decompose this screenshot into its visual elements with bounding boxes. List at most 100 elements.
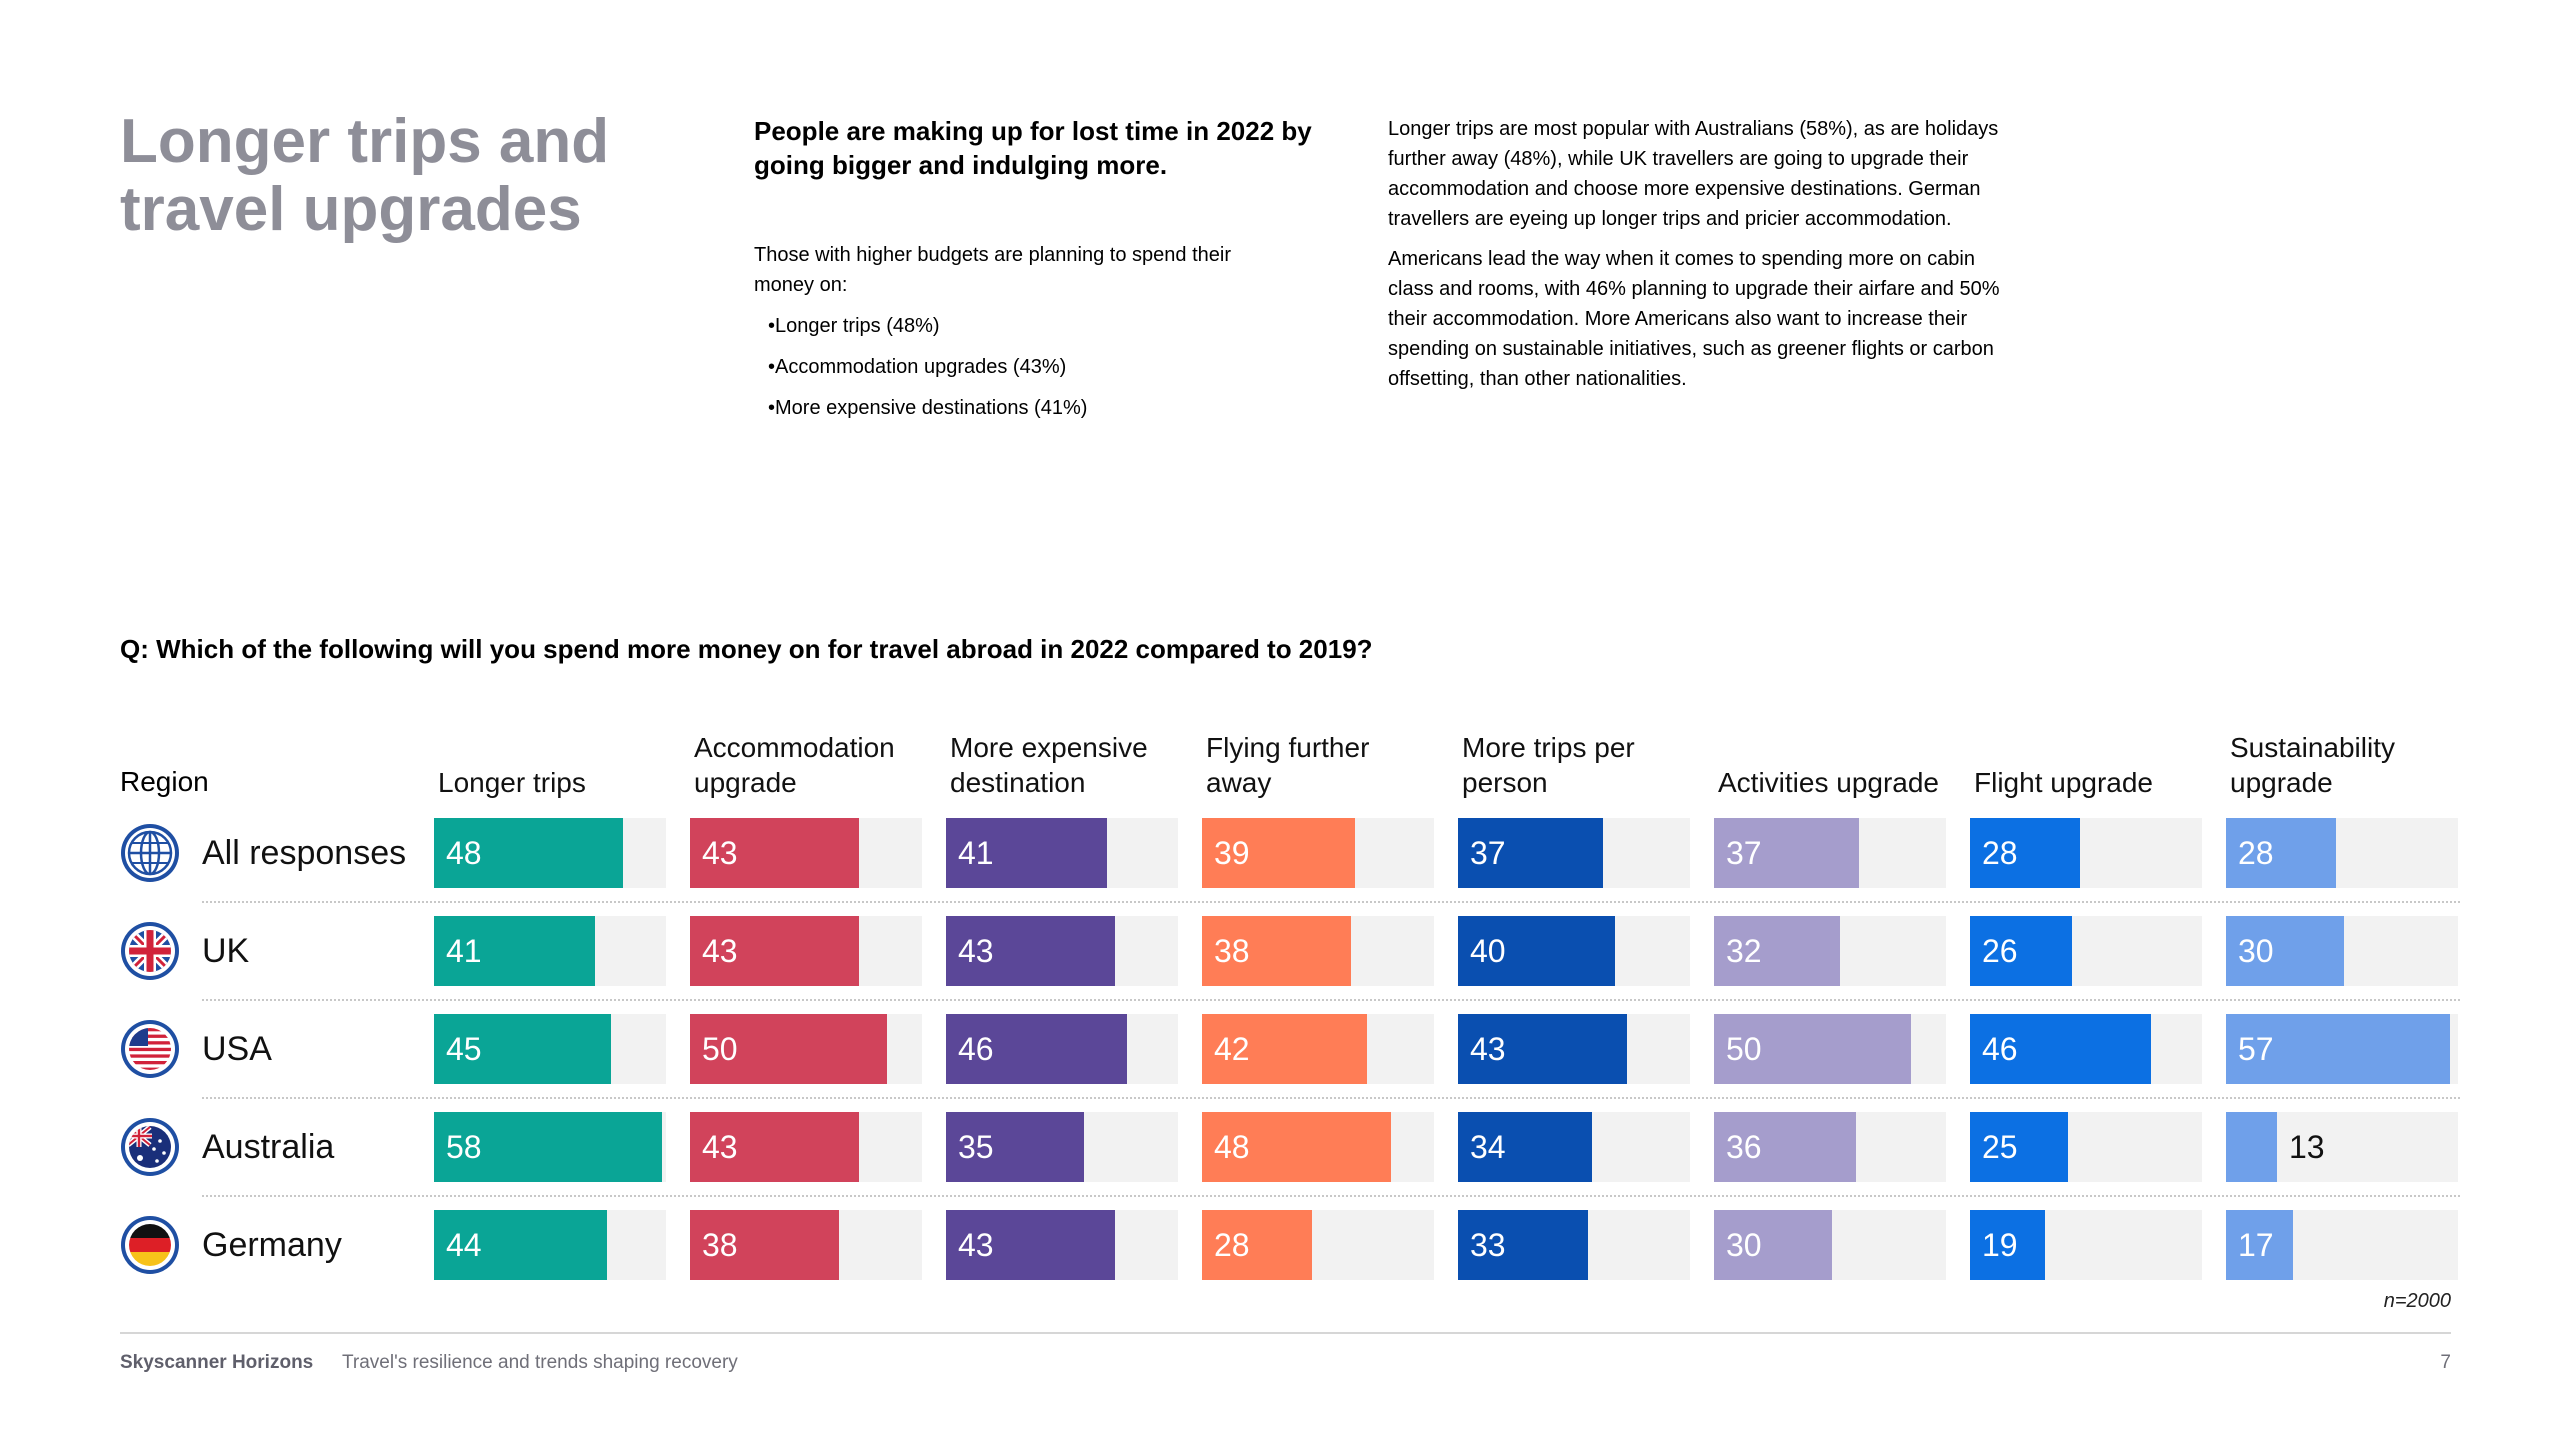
bar-value-label: 36 <box>1726 1129 1762 1165</box>
bar-track: 46 <box>1970 1014 2202 1084</box>
bar-value-label: 44 <box>446 1227 482 1263</box>
bar <box>690 1014 887 1084</box>
bar-track: 46 <box>946 1014 1178 1084</box>
bar <box>434 818 623 888</box>
body-text: Longer trips are most popular with Austr… <box>1388 114 2008 404</box>
bar-value-label: 48 <box>1214 1129 1250 1165</box>
bar <box>1458 818 1603 888</box>
bar-value-label: 43 <box>958 933 994 969</box>
bar-value-label: 50 <box>1726 1031 1762 1067</box>
bar-value-label: 17 <box>2238 1227 2274 1263</box>
bar-track: 38 <box>690 1210 922 1280</box>
page-title: Longer trips and travel upgrades <box>120 107 610 244</box>
bar-track: 50 <box>1714 1014 1946 1084</box>
bar-track: 41 <box>434 916 666 986</box>
bar-track: 50 <box>690 1014 922 1084</box>
bar <box>2226 818 2336 888</box>
germany-flag-icon <box>120 1215 180 1275</box>
bar-track: 19 <box>1970 1210 2202 1280</box>
bar-value-label: 57 <box>2238 1031 2274 1067</box>
sample-size-note: n=2000 <box>2383 1290 2451 1312</box>
bar <box>946 916 1115 986</box>
bar-value-label: 39 <box>1214 835 1250 871</box>
bar <box>434 1112 662 1182</box>
bar-track: 43 <box>946 916 1178 986</box>
bar-track: 13 <box>2226 1112 2458 1182</box>
bar-track: 44 <box>434 1210 666 1280</box>
region-label: Australia <box>202 1128 335 1166</box>
bar-track: 48 <box>434 818 666 888</box>
bar-track: 30 <box>1714 1210 1946 1280</box>
bar-track: 43 <box>690 818 922 888</box>
row-divider <box>202 1097 2460 1099</box>
bar-value-label: 43 <box>702 835 738 871</box>
column-header: More expensive destination <box>950 732 1148 798</box>
bar-track: 36 <box>1714 1112 1946 1182</box>
bar-value-label: 50 <box>702 1031 738 1067</box>
bar-track: 43 <box>1458 1014 1690 1084</box>
bar <box>1458 1014 1627 1084</box>
bar-track: 28 <box>1970 818 2202 888</box>
bar <box>1458 916 1615 986</box>
bar-value-label: 19 <box>1982 1227 2018 1263</box>
bar <box>1458 1210 1588 1280</box>
page-number: 7 <box>2440 1352 2451 1373</box>
usa-flag-icon <box>120 1019 180 1079</box>
bar-value-label: 42 <box>1214 1031 1250 1067</box>
bar <box>690 1112 859 1182</box>
region-label: USA <box>202 1030 272 1068</box>
bar-track: 37 <box>1714 818 1946 888</box>
footer-brand: Skyscanner Horizons <box>120 1352 314 1373</box>
region-column-header: Region <box>120 766 209 797</box>
bar-value-label: 43 <box>702 933 738 969</box>
column-header: Accommodation upgrade <box>694 732 895 798</box>
bar <box>1970 818 2080 888</box>
bar <box>1970 1210 2045 1280</box>
region-label: Germany <box>202 1226 342 1264</box>
bar-track: 28 <box>2226 818 2458 888</box>
bar <box>434 1210 607 1280</box>
bar-value-label: 33 <box>1470 1227 1506 1263</box>
uk-flag-icon <box>120 921 180 981</box>
bar-value-label: 46 <box>958 1031 994 1067</box>
globe-icon <box>120 823 180 883</box>
bar-value-label: 34 <box>1470 1129 1506 1165</box>
bar-value-label: 38 <box>1214 933 1250 969</box>
bar-value-label: 32 <box>1726 933 1762 969</box>
bar <box>2226 1210 2293 1280</box>
bar-track: 17 <box>2226 1210 2458 1280</box>
body-paragraph: Longer trips are most popular with Austr… <box>1388 118 1999 230</box>
bar-track: 43 <box>946 1210 1178 1280</box>
bar-track: 26 <box>1970 916 2202 986</box>
row-divider <box>202 999 2460 1001</box>
bar <box>1970 1112 2068 1182</box>
bar <box>1714 916 1840 986</box>
intro-bullet-list: Longer trips (48%) Accommodation upgrade… <box>768 306 1087 429</box>
bar-value-label: 43 <box>1470 1031 1506 1067</box>
bar <box>2226 1112 2277 1182</box>
bar <box>946 1112 1084 1182</box>
intro-bullet: More expensive destinations (41%) <box>768 388 1087 429</box>
bar <box>1202 818 1355 888</box>
bar <box>2226 916 2344 986</box>
bar-track: 41 <box>946 818 1178 888</box>
bar-value-label: 25 <box>1982 1129 2018 1165</box>
bar-track: 35 <box>946 1112 1178 1182</box>
bar <box>946 1014 1127 1084</box>
bar-track: 45 <box>434 1014 666 1084</box>
footer-divider <box>120 1332 2451 1334</box>
column-header: Flying further away <box>1206 732 1370 798</box>
bar <box>1970 1014 2151 1084</box>
bar <box>1458 1112 1592 1182</box>
bar-value-label: 35 <box>958 1129 994 1165</box>
bar-value-label: 48 <box>446 835 482 871</box>
row-divider <box>202 1195 2460 1197</box>
bar-track: 34 <box>1458 1112 1690 1182</box>
bar <box>2226 1014 2450 1084</box>
bar <box>1202 1112 1391 1182</box>
bar <box>690 916 859 986</box>
australia-flag-icon <box>120 1117 180 1177</box>
bar-track: 28 <box>1202 1210 1434 1280</box>
chart-question: Q: Which of the following will you spend… <box>120 634 1373 664</box>
footer-subtitle: Travel's resilience and trends shaping r… <box>342 1352 738 1373</box>
